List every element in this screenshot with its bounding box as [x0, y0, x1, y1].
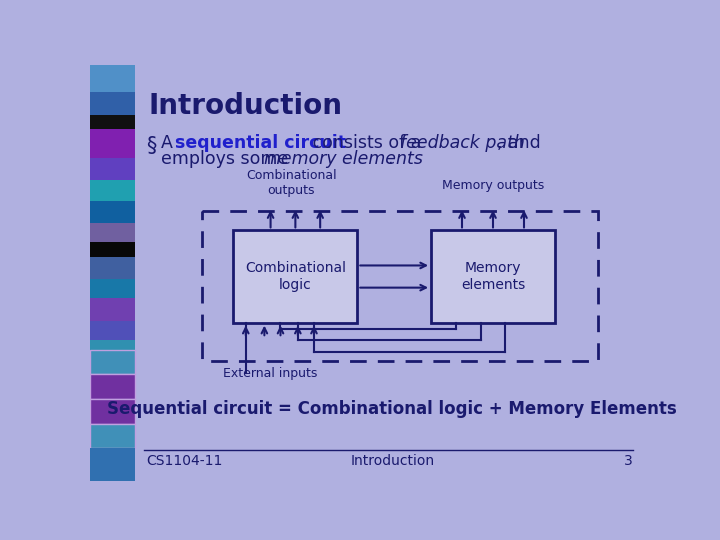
Bar: [233, 231, 357, 323]
Text: A: A: [161, 134, 179, 152]
Text: sequential circuit: sequential circuit: [175, 134, 346, 152]
Bar: [90, 321, 135, 340]
Bar: [90, 340, 135, 363]
Bar: [90, 350, 135, 374]
Text: 3: 3: [624, 454, 632, 468]
Bar: [90, 242, 135, 257]
Text: employs some: employs some: [161, 150, 294, 167]
Bar: [202, 211, 598, 361]
Bar: [90, 179, 135, 201]
Bar: [90, 399, 135, 423]
Bar: [90, 298, 135, 321]
Text: , and: , and: [497, 134, 541, 152]
Text: §: §: [145, 136, 156, 156]
Text: Sequential circuit = Combinational logic + Memory Elements: Sequential circuit = Combinational logic…: [107, 400, 677, 418]
Text: consists of a: consists of a: [307, 134, 427, 152]
Bar: [90, 65, 135, 92]
Text: Memory outputs: Memory outputs: [442, 179, 544, 192]
Bar: [90, 222, 135, 242]
Text: Memory
elements: Memory elements: [461, 261, 525, 292]
Bar: [90, 158, 135, 179]
Bar: [431, 231, 555, 323]
Text: Introduction: Introduction: [148, 92, 342, 120]
Text: feedback path: feedback path: [400, 134, 525, 152]
Text: .: .: [387, 150, 393, 167]
Text: Introduction: Introduction: [350, 454, 434, 468]
Text: Combinational
logic: Combinational logic: [245, 261, 346, 292]
Bar: [90, 374, 135, 399]
Bar: [90, 129, 135, 158]
Bar: [90, 257, 135, 279]
Bar: [90, 448, 135, 481]
Bar: [90, 92, 135, 115]
Bar: [90, 115, 135, 129]
Text: Combinational
outputs: Combinational outputs: [246, 168, 337, 197]
Text: memory elements: memory elements: [264, 150, 423, 167]
Text: CS1104-11: CS1104-11: [145, 454, 222, 468]
Bar: [90, 201, 135, 222]
Text: External inputs: External inputs: [223, 367, 318, 380]
Bar: [90, 279, 135, 298]
Bar: [90, 423, 135, 448]
